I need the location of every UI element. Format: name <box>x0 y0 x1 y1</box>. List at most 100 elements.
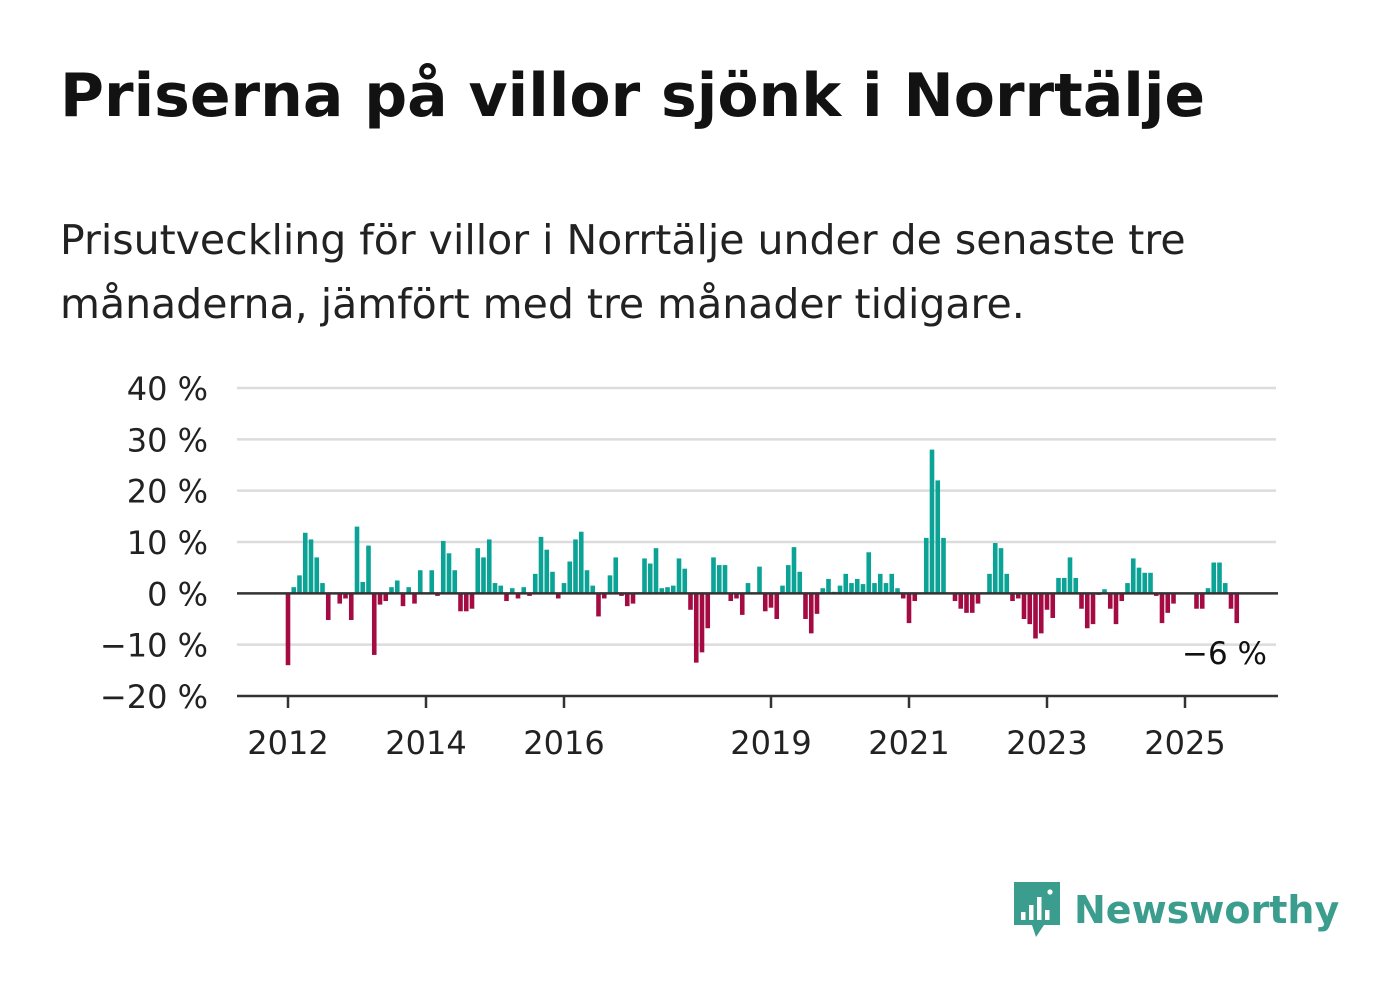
bar <box>1234 593 1240 624</box>
bar <box>785 565 791 594</box>
bar <box>964 593 969 613</box>
bar <box>366 545 371 594</box>
bar <box>1119 593 1125 602</box>
x-axis-ticks: 2012 2014 2016 2019 2021 2023 2025 <box>247 696 1226 762</box>
bar <box>1050 593 1056 618</box>
bar <box>854 578 860 594</box>
bar <box>509 588 515 594</box>
bar <box>389 587 394 594</box>
bar <box>768 593 774 608</box>
bar <box>774 593 780 619</box>
bar <box>1044 593 1050 610</box>
bar <box>872 583 877 594</box>
bar <box>1067 557 1073 594</box>
bar <box>969 593 975 613</box>
bar <box>780 585 785 594</box>
bar <box>653 548 659 594</box>
y-tick-label: 40 % <box>127 370 208 408</box>
bar <box>849 583 854 594</box>
bar <box>929 449 935 594</box>
bar <box>544 549 550 594</box>
bar <box>498 585 504 594</box>
bar <box>900 593 906 599</box>
bar <box>481 557 486 594</box>
bar <box>1125 583 1130 594</box>
bar <box>716 565 722 594</box>
bar <box>412 593 417 604</box>
bar <box>912 593 918 602</box>
bar <box>992 543 998 594</box>
bar <box>1015 593 1021 599</box>
y-axis-labels: 40 % 30 % 20 % 10 % 0 % −10 % −20 % <box>100 370 208 716</box>
bar <box>1056 577 1061 594</box>
bar <box>1038 593 1044 634</box>
bar <box>354 526 360 594</box>
brand-logo: Newsworthy <box>1010 878 1339 942</box>
bar <box>532 573 538 594</box>
bar <box>435 593 440 596</box>
bar <box>826 578 831 594</box>
bar <box>906 593 912 624</box>
x-tick-label: 2023 <box>1006 724 1087 762</box>
bar <box>1228 593 1234 609</box>
bar <box>791 547 797 594</box>
brand-name: Newsworthy <box>1074 888 1340 932</box>
bar <box>337 593 343 604</box>
bar <box>895 588 900 594</box>
bar <box>642 558 647 594</box>
bar <box>504 593 509 602</box>
bar <box>1004 573 1010 594</box>
bar <box>400 593 406 607</box>
bar <box>521 587 527 594</box>
bar <box>417 570 423 594</box>
bar <box>803 593 808 619</box>
y-tick-label: 20 % <box>127 473 208 511</box>
bar <box>711 557 716 594</box>
bars <box>285 449 1240 666</box>
bar <box>1079 593 1084 609</box>
bar <box>1142 572 1148 594</box>
bar <box>440 540 446 594</box>
bar <box>1113 593 1119 625</box>
bar <box>670 585 676 594</box>
bar <box>348 593 354 621</box>
bar <box>406 587 412 594</box>
bar <box>1021 593 1027 619</box>
bar <box>1199 593 1205 609</box>
bar <box>1159 593 1165 624</box>
bar <box>705 593 711 629</box>
bar <box>1222 583 1228 594</box>
bar <box>1211 562 1217 594</box>
x-tick-label: 2019 <box>730 724 811 762</box>
bar <box>889 573 895 594</box>
bar <box>676 558 682 594</box>
bar <box>665 587 670 594</box>
bar <box>1194 593 1199 609</box>
bar <box>429 570 435 594</box>
bar <box>958 593 964 609</box>
bar <box>325 593 331 621</box>
bar <box>728 593 734 602</box>
bar <box>1148 572 1153 594</box>
bar <box>578 531 584 594</box>
bar <box>682 568 688 594</box>
bar <box>1171 593 1176 604</box>
bar <box>302 532 308 594</box>
y-tick-label: 10 % <box>127 524 208 562</box>
bar <box>1010 593 1015 602</box>
x-tick-label: 2021 <box>868 724 949 762</box>
bar <box>745 583 751 594</box>
bar <box>463 593 469 612</box>
bar <box>607 575 613 594</box>
bar <box>693 593 699 663</box>
bar <box>394 580 400 594</box>
bar <box>1205 588 1211 594</box>
bar <box>808 593 814 634</box>
gridlines <box>237 386 1276 646</box>
bar <box>486 539 492 594</box>
bar <box>1130 558 1136 594</box>
bar <box>297 575 302 594</box>
bar <box>308 539 314 594</box>
chart-subtitle: Prisutveckling för villor i Norrtälje un… <box>60 216 1186 328</box>
